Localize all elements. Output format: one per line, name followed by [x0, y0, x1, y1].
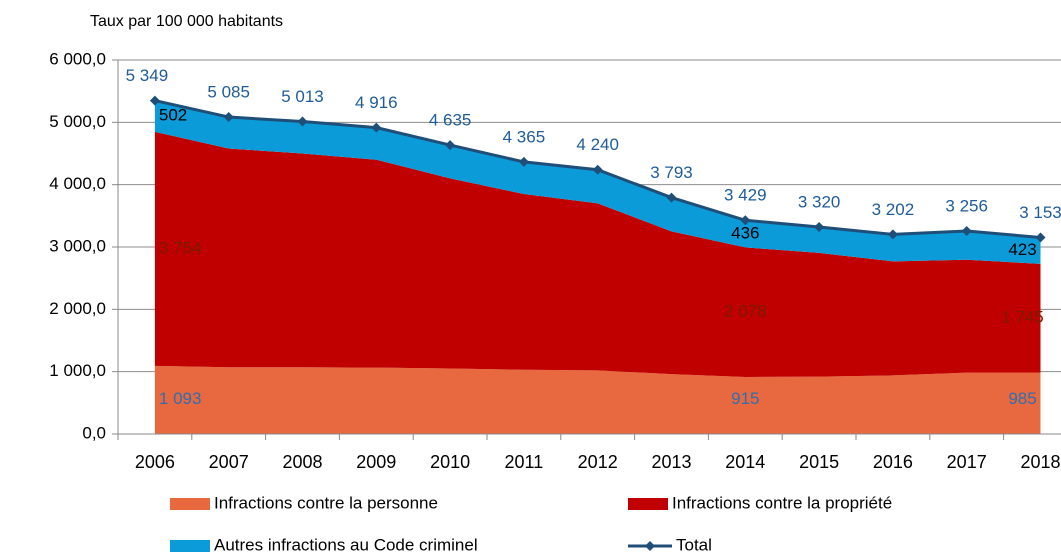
x-tick-label: 2011 — [505, 452, 544, 472]
total-label: 4 916 — [355, 93, 398, 112]
y-tick-label: 4 000,0 — [49, 174, 106, 193]
total-marker — [740, 215, 751, 226]
total-marker — [592, 164, 603, 175]
x-tick-label: 2007 — [209, 452, 249, 472]
legend-label: Autres infractions au Code criminel — [214, 535, 478, 554]
y-tick-label: 2 000,0 — [49, 299, 106, 318]
x-tick-label: 2013 — [651, 452, 691, 472]
total-marker — [666, 192, 677, 203]
total-label: 4 240 — [576, 135, 619, 154]
y-tick-label: 6 000,0 — [49, 49, 106, 68]
data-label: 1 745 — [1001, 308, 1044, 327]
total-label: 3 320 — [798, 193, 841, 212]
data-label: 502 — [159, 106, 187, 125]
data-label: 985 — [1008, 389, 1036, 408]
x-tick-label: 2010 — [430, 452, 470, 472]
total-marker — [887, 229, 898, 240]
x-tick-label: 2006 — [135, 452, 175, 472]
legend-swatch — [170, 540, 210, 552]
x-tick-label: 2015 — [799, 452, 839, 472]
total-label: 4 635 — [429, 111, 472, 130]
total-marker — [297, 116, 308, 127]
area — [154, 365, 1041, 434]
total-label: 5 085 — [207, 83, 250, 102]
x-tick-label: 2009 — [356, 452, 396, 472]
legend-swatch — [628, 498, 668, 510]
total-marker — [814, 222, 825, 233]
total-label: 3 429 — [724, 186, 767, 205]
total-marker — [149, 95, 160, 106]
data-label: 1 093 — [159, 389, 202, 408]
legend-marker — [645, 541, 655, 551]
legend-label: Infractions contre la propriété — [672, 493, 892, 512]
total-marker — [371, 122, 382, 133]
legend-label: Total — [676, 535, 712, 554]
x-tick-label: 2017 — [947, 452, 987, 472]
data-label: 3 754 — [159, 238, 202, 257]
legend-swatch — [170, 498, 210, 510]
x-tick-label: 2008 — [282, 452, 322, 472]
y-axis-label: Taux par 100 000 habitants — [90, 13, 283, 30]
x-tick-label: 2012 — [578, 452, 618, 472]
total-label: 5 013 — [281, 87, 324, 106]
x-tick-label: 2018 — [1020, 452, 1060, 472]
y-tick-label: 3 000,0 — [49, 236, 106, 255]
y-tick-label: 1 000,0 — [49, 361, 106, 380]
data-label: 423 — [1008, 240, 1036, 259]
total-marker — [961, 226, 972, 237]
data-label: 915 — [731, 389, 759, 408]
total-marker — [518, 156, 529, 167]
total-label: 3 793 — [650, 163, 693, 182]
y-tick-label: 0,0 — [82, 423, 106, 442]
total-label: 4 365 — [503, 127, 546, 146]
x-tick-label: 2014 — [725, 452, 765, 472]
total-label: 3 202 — [872, 200, 915, 219]
legend-label: Infractions contre la personne — [214, 493, 438, 512]
area — [154, 100, 1041, 264]
x-tick-label: 2016 — [873, 452, 913, 472]
total-marker — [1035, 232, 1046, 243]
total-marker — [445, 140, 456, 151]
data-label: 436 — [731, 223, 759, 242]
total-label: 5 349 — [126, 66, 169, 85]
total-marker — [223, 112, 234, 123]
data-label: 2 078 — [724, 302, 767, 321]
total-label: 3 153 — [1019, 203, 1061, 222]
total-label: 3 256 — [945, 197, 988, 216]
area — [154, 131, 1041, 377]
y-tick-label: 5 000,0 — [49, 112, 106, 131]
